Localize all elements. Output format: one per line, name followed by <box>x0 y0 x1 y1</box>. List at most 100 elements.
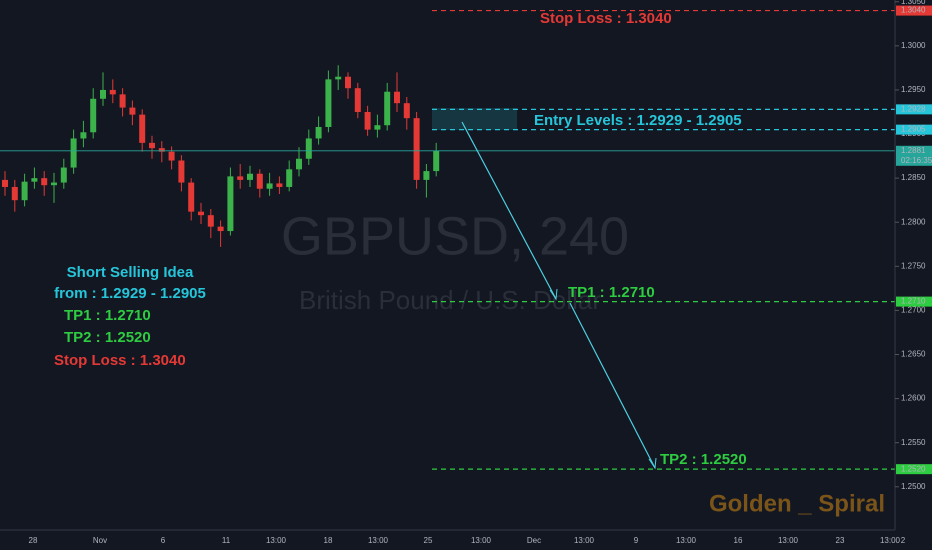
candle-body <box>237 176 244 180</box>
candle-body <box>227 176 234 232</box>
price-tag <box>896 145 932 166</box>
candle-body <box>90 98 97 133</box>
idea-stop-loss: Stop Loss : 1.3040 <box>54 352 186 369</box>
candle-body <box>345 76 351 89</box>
candle-body <box>335 76 342 80</box>
x-tick-label: 13:00 <box>676 536 697 545</box>
y-tick-label: 1.2750 <box>901 261 926 270</box>
x-tick-label: 9 <box>634 536 639 545</box>
entry-note: Entry Levels : 1.2929 - 1.2905 <box>534 112 742 129</box>
x-tick-label: 11 <box>222 536 231 545</box>
x-tick-label: 23 <box>836 536 845 545</box>
axis-layer: 1.2500 1.2550 1.2600 1.2650 1.2700 1.2750 1.28… <box>29 0 932 545</box>
price-axis <box>895 0 932 550</box>
y-tick-label: 1.2650 <box>901 350 926 359</box>
idea-tp2: TP2 : 1.2520 <box>64 329 151 346</box>
candle-body <box>413 118 420 180</box>
candle-body <box>207 215 214 227</box>
x-tick-label: 13:00 <box>574 536 595 545</box>
candle-body <box>41 178 48 186</box>
candle-body <box>178 160 185 183</box>
y-tick-label: 1.2700 <box>901 306 926 315</box>
x-tick-label: 6 <box>161 536 166 545</box>
candle-body <box>354 88 361 112</box>
x-tick-label: 13:00 <box>368 536 389 545</box>
candle-body <box>31 178 38 182</box>
candle-body <box>217 226 224 232</box>
y-tick-label: 1.2950 <box>901 85 926 94</box>
idea-from: from : 1.2929 - 1.2905 <box>54 285 206 302</box>
candle-body <box>188 182 195 212</box>
x-tick-label: 28 <box>29 536 38 545</box>
candle-body <box>394 91 400 104</box>
candle-body <box>296 158 302 170</box>
plot <box>0 9 895 470</box>
candle-body <box>266 183 273 189</box>
arrow <box>461 121 557 300</box>
y-tick-label: 1.3050 <box>901 0 926 6</box>
arrow <box>569 302 656 469</box>
price-tag-label: 1.2520 <box>901 464 926 473</box>
candle-body <box>384 91 391 126</box>
x-tick-label: 13:00 <box>471 536 492 545</box>
candle-body <box>11 186 18 201</box>
x-tick-label: 2 <box>901 536 906 545</box>
candle-body <box>247 173 253 180</box>
candle-body <box>276 183 283 187</box>
y-tick-label: 1.3000 <box>901 41 926 50</box>
countdown: 02:16:35 <box>901 156 932 165</box>
y-tick-label: 1.2850 <box>901 173 926 182</box>
y-tick-label: 1.2550 <box>901 438 926 447</box>
candle-body <box>256 173 263 189</box>
candle-body <box>119 94 126 108</box>
price-tag <box>896 296 932 307</box>
stop-loss-note: Stop Loss : 1.3040 <box>540 10 672 27</box>
candle-body <box>109 89 116 95</box>
price-tag-label: 1.3040 <box>901 6 926 15</box>
candle-body <box>51 182 57 186</box>
candle-body <box>374 125 381 130</box>
candle-body <box>364 111 371 130</box>
y-tick-label: 1.2800 <box>901 217 926 226</box>
price-tag <box>896 464 932 475</box>
x-tick-label: 16 <box>734 536 743 545</box>
candle-body <box>168 151 175 161</box>
candle-body <box>21 181 28 201</box>
author: Golden _ Spiral <box>709 490 885 517</box>
candle-body <box>158 148 165 152</box>
entry-zone <box>432 108 517 130</box>
y-tick-label: 1.2600 <box>901 394 926 403</box>
candle-body <box>70 138 77 168</box>
x-tick-label: 13:00 <box>778 536 799 545</box>
y-tick-label: 1.2500 <box>901 482 926 491</box>
candle-body <box>149 142 155 149</box>
price-tag-label: 1.2881 <box>901 146 926 155</box>
candle-body <box>129 107 136 115</box>
candle-body <box>198 211 204 216</box>
candle-body <box>305 138 312 159</box>
price-tag-label: 1.2928 <box>901 104 926 113</box>
candle-body <box>286 169 293 187</box>
candle-body <box>80 132 87 139</box>
candle-body <box>60 167 67 183</box>
tp2-note: TP2 : 1.2520 <box>660 451 747 468</box>
candle-body <box>433 150 440 172</box>
price-tag <box>896 104 932 115</box>
arrow-head <box>648 457 657 470</box>
price-tag <box>896 5 932 16</box>
x-tick-label: 25 <box>424 536 433 545</box>
x-tick-label: 13:00 <box>880 536 901 545</box>
price-tag-label: 1.2710 <box>901 297 926 306</box>
candle-body <box>139 114 146 143</box>
price-tag-label: 1.2905 <box>901 125 926 134</box>
idea-title: Short Selling Idea <box>67 264 194 281</box>
candle-body <box>2 179 8 187</box>
candle-body <box>100 89 106 99</box>
x-tick-label: 18 <box>324 536 333 545</box>
x-tick-label: Dec <box>527 536 541 545</box>
x-tick-label: 13:00 <box>266 536 287 545</box>
x-tick-label: Nov <box>93 536 107 545</box>
